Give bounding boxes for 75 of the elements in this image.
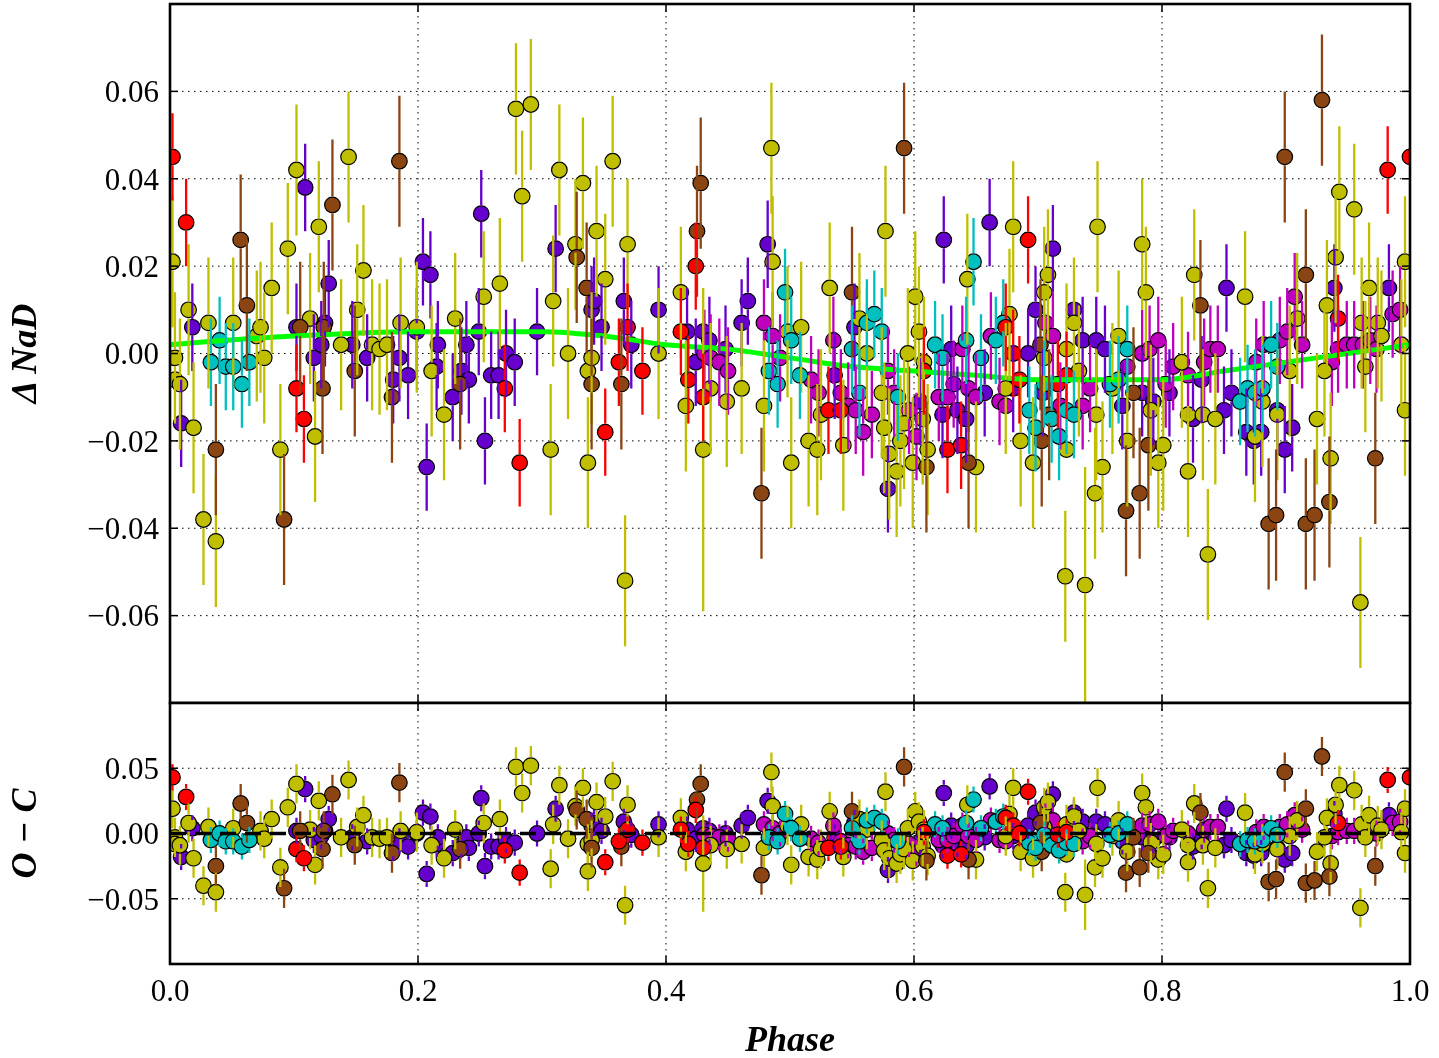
point [634,362,651,380]
x-tick-label: 0.8 [1142,973,1182,1008]
point [275,879,293,897]
y-tick-label: 0.00 [104,816,159,852]
x-tick-label: 1.0 [1390,973,1430,1008]
x-tick-label: 0.0 [150,973,190,1008]
point [1313,748,1331,765]
point [1366,857,1384,875]
point [895,139,913,157]
point [1149,331,1167,349]
point [1297,266,1315,284]
point [391,774,408,792]
point [987,331,1005,349]
point [1117,502,1135,520]
x-axis-title: Phase [744,1019,836,1058]
point [755,314,773,332]
point [965,791,982,808]
x-tick-label: 0.2 [398,973,438,1008]
y-axis-title: Δ NaD [4,303,44,406]
y-tick-label: 0.02 [104,248,159,284]
point [324,785,341,803]
point [295,849,313,867]
point [1267,870,1285,888]
point [295,410,313,428]
point [895,758,913,776]
point [1297,800,1315,818]
point [753,484,770,502]
point [496,842,514,859]
point [291,318,309,336]
point [596,423,614,441]
y-tick-label: −0.06 [87,598,159,634]
point [1267,506,1285,524]
point [1149,813,1167,831]
point [275,511,293,528]
point [1306,506,1323,524]
x-tick-label: 0.6 [894,973,934,1008]
point [233,375,251,393]
point [1306,872,1323,889]
point [1192,804,1209,822]
point [207,857,225,875]
point [1019,231,1037,249]
point [232,231,250,249]
point [1209,340,1227,358]
point [511,864,529,882]
point [634,834,651,852]
point [1131,859,1149,876]
point [207,441,225,459]
y-tick-label: 0.05 [104,751,159,787]
y-axis-title: O − C [4,787,44,879]
point [1131,484,1149,502]
point [177,788,195,806]
y-tick-label: −0.02 [87,423,159,459]
point [596,853,614,871]
point [1379,771,1397,789]
point [511,454,529,472]
y-tick-label: −0.04 [87,511,160,547]
point [753,866,770,884]
y-tick-label: 0.00 [104,336,159,372]
y-tick-label: 0.04 [104,161,160,197]
point [324,196,341,214]
x-tick-label: 0.4 [646,973,686,1008]
point [232,795,250,812]
point [1379,161,1397,179]
point [391,152,408,170]
point [1366,449,1384,467]
point [1019,783,1037,801]
point [965,253,982,271]
point [1192,297,1209,314]
point [1313,91,1331,109]
point [1276,148,1294,166]
point [1276,763,1294,781]
y-tick-label: 0.06 [104,74,159,110]
point [177,214,195,231]
point [238,297,256,314]
y-tick-label: −0.05 [87,881,159,917]
